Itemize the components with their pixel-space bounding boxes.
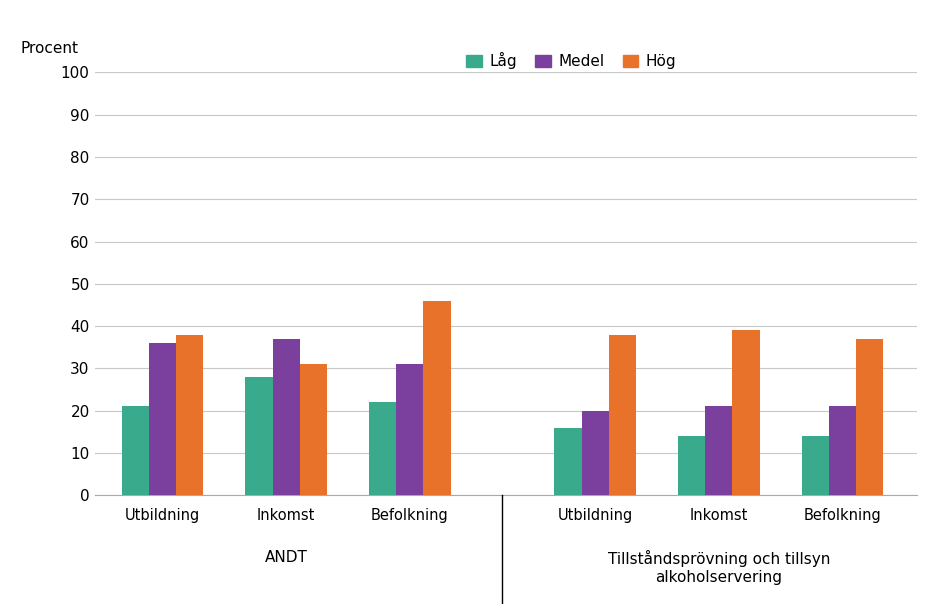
Text: Tillståndsprövning och tillsyn
alkoholservering: Tillståndsprövning och tillsyn alkoholse… xyxy=(607,550,829,585)
Bar xyxy=(272,339,299,495)
Bar xyxy=(732,330,759,495)
Bar xyxy=(608,335,635,495)
Bar xyxy=(299,364,327,495)
Bar xyxy=(581,411,608,495)
Bar xyxy=(855,339,883,495)
Bar xyxy=(245,377,272,495)
Bar xyxy=(368,402,396,495)
Bar xyxy=(678,436,704,495)
Bar xyxy=(149,343,176,495)
Bar xyxy=(423,301,450,495)
Bar xyxy=(396,364,423,495)
Text: Procent: Procent xyxy=(21,40,78,56)
Bar xyxy=(828,406,855,495)
Bar xyxy=(554,428,581,495)
Bar xyxy=(801,436,828,495)
Text: ANDT: ANDT xyxy=(264,550,307,565)
Bar xyxy=(176,335,203,495)
Bar xyxy=(122,406,149,495)
Bar xyxy=(704,406,732,495)
Legend: Låg, Medel, Hög: Låg, Medel, Hög xyxy=(460,47,682,76)
